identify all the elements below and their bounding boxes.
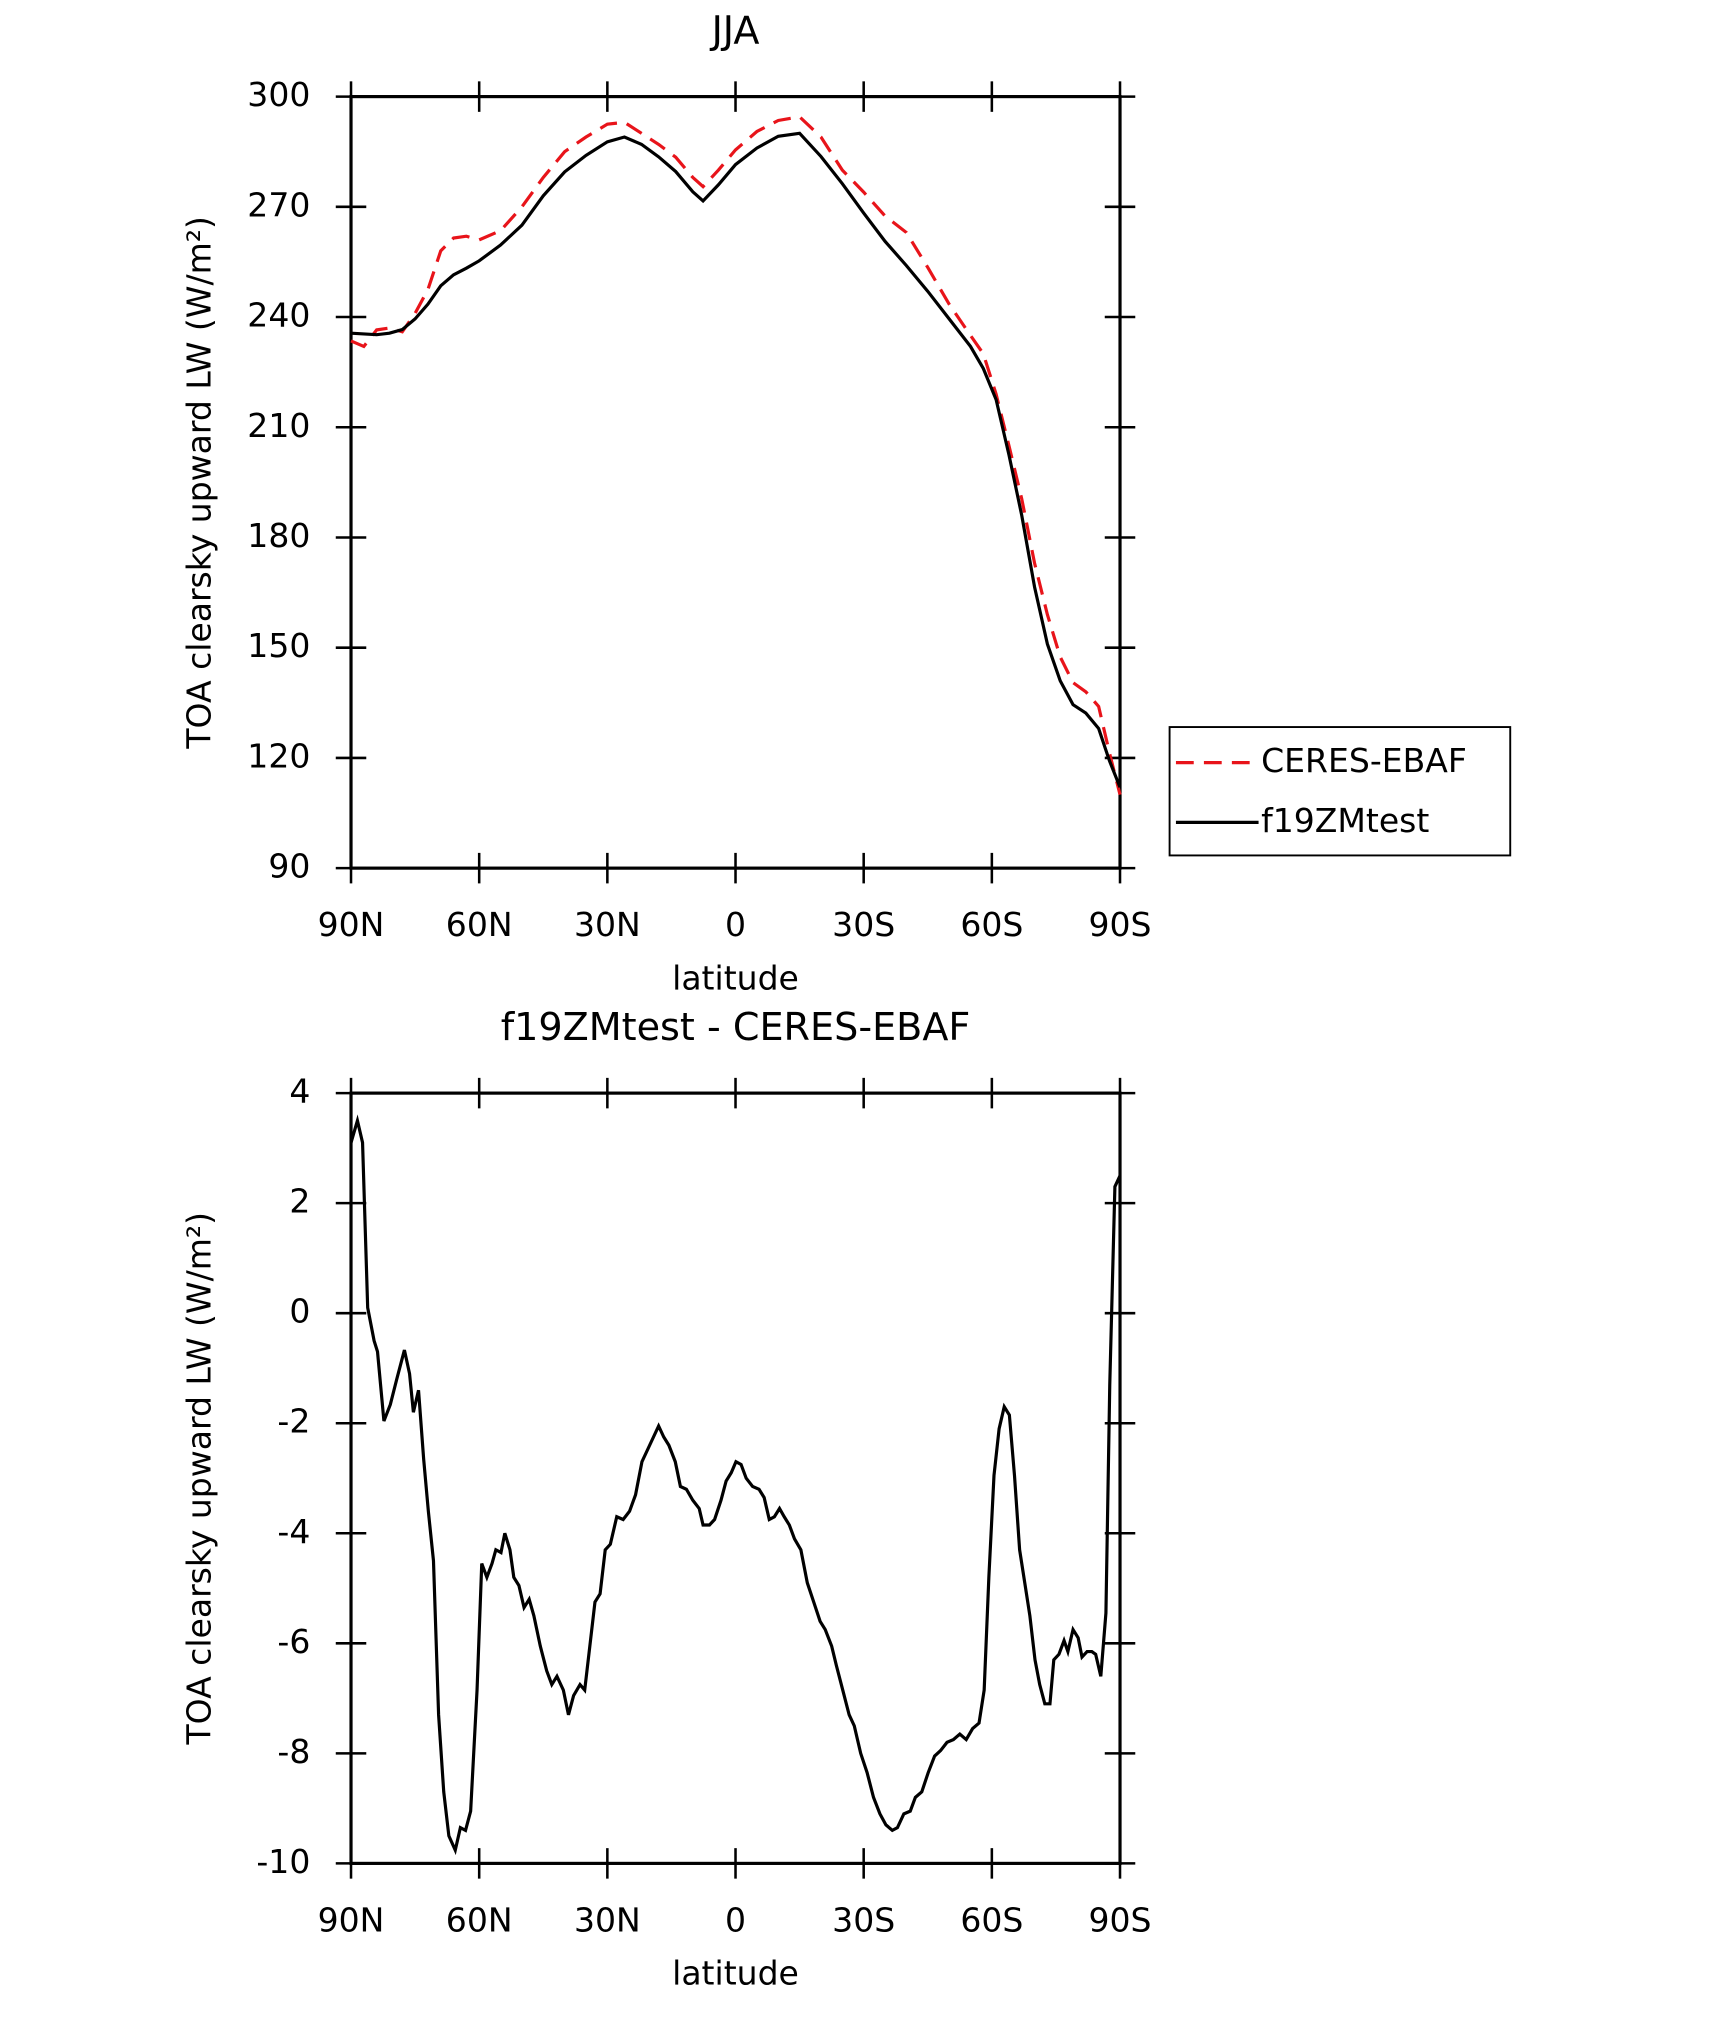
x-axis-label: latitude <box>672 1954 799 1993</box>
y-tick-label: 4 <box>289 1072 310 1111</box>
x-tick-label: 90N <box>318 1900 385 1939</box>
y-axis-label: TOA clearsky upward LW (W/m²) <box>180 216 219 750</box>
x-tick-label: 0 <box>725 1900 746 1939</box>
y-tick-label: 2 <box>289 1182 310 1221</box>
legend-label: CERES-EBAF <box>1261 741 1467 780</box>
plot-frame <box>349 95 1122 870</box>
x-tick-label: 30N <box>574 905 641 944</box>
y-tick-label: 90 <box>268 847 310 886</box>
x-tick-label: 60N <box>446 1900 513 1939</box>
x-tick-label: 0 <box>725 905 746 944</box>
data-line <box>349 1114 1122 1856</box>
y-tick-label: 150 <box>247 626 310 665</box>
y-tick-label: -8 <box>277 1732 310 1771</box>
data-line <box>350 131 1122 788</box>
y-tick-label: -10 <box>256 1842 310 1881</box>
x-tick-label: 30S <box>832 1900 895 1939</box>
y-tick-label: -4 <box>277 1512 310 1551</box>
y-tick-label: 240 <box>247 296 310 335</box>
x-tick-label: 30S <box>832 905 895 944</box>
y-tick-label: -2 <box>277 1402 310 1441</box>
y-tick-label: 120 <box>247 736 310 775</box>
x-tick-label: 90S <box>1089 1900 1152 1939</box>
x-tick-label: 60S <box>960 905 1023 944</box>
x-tick-label: 60N <box>446 905 513 944</box>
x-tick-label: 90N <box>318 905 385 944</box>
x-axis-label: latitude <box>672 958 799 997</box>
x-tick-label: 30N <box>574 1900 641 1939</box>
chart-title: f19ZMtest - CERES-EBAF <box>501 1005 971 1049</box>
chart-title: JJA <box>710 9 760 53</box>
plot-frame <box>349 1091 1122 1865</box>
legend-label: f19ZMtest <box>1261 801 1429 840</box>
x-tick-label: 90S <box>1089 905 1152 944</box>
y-tick-label: 180 <box>247 516 310 555</box>
data-line <box>350 115 1122 796</box>
x-tick-label: 60S <box>960 1900 1023 1939</box>
y-tick-label: -6 <box>277 1622 310 1661</box>
y-tick-label: 300 <box>247 75 310 114</box>
y-tick-label: 0 <box>289 1292 310 1331</box>
y-tick-label: 270 <box>247 185 310 224</box>
y-tick-label: 210 <box>247 406 310 445</box>
legend-box <box>1168 726 1512 857</box>
y-axis-label: TOA clearsky upward LW (W/m²) <box>180 1212 219 1746</box>
